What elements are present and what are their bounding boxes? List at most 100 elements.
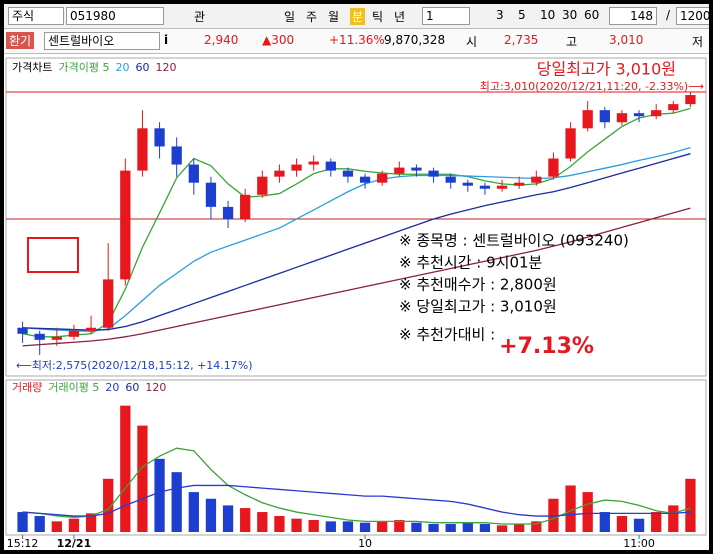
- candle-body: [103, 279, 114, 328]
- volume-bar: [479, 524, 491, 532]
- x-tick-label: 15:12: [7, 537, 39, 550]
- volume-ma-line: [22, 484, 691, 517]
- candle-body: [34, 333, 45, 340]
- note-line: ※ 추천가대비 :: [399, 326, 495, 344]
- candle-body: [565, 128, 576, 159]
- candle-body: [359, 176, 371, 183]
- volume-bar: [222, 505, 234, 532]
- price: 2,940: [204, 33, 239, 47]
- volume-bar: [514, 524, 525, 532]
- legend-item: 20: [105, 381, 119, 394]
- count-input[interactable]: 148: [609, 7, 657, 25]
- volume-bar: [411, 522, 422, 532]
- legend-item: 거래이평 5: [48, 381, 99, 394]
- volume-bar: [496, 525, 508, 532]
- candle-body: [68, 330, 80, 337]
- candle-body: [342, 170, 354, 177]
- candle-body: [120, 170, 131, 280]
- volume-bar: [668, 505, 679, 532]
- candle-body: [274, 170, 285, 177]
- x-tick-label: 12/21: [57, 537, 92, 550]
- separator: /: [666, 8, 671, 22]
- volume-bar: [188, 492, 199, 532]
- candle-body: [205, 182, 217, 207]
- interval-select[interactable]: 1: [422, 7, 470, 25]
- ma-line: [22, 207, 691, 347]
- candle-body: [137, 128, 148, 171]
- period-button[interactable]: 년: [394, 10, 406, 24]
- interval-button[interactable]: 5: [518, 8, 526, 22]
- highlight-box: [27, 237, 79, 273]
- candle-body: [325, 161, 336, 171]
- price-panel: [5, 57, 707, 377]
- volume-bar: [257, 512, 268, 532]
- candle-body: [291, 164, 302, 171]
- period-button[interactable]: 분: [350, 8, 366, 25]
- volume-bar: [377, 521, 388, 532]
- highlight-rate: +7.13%: [499, 334, 594, 359]
- volume-bar: [359, 522, 371, 532]
- candle-body: [154, 128, 165, 147]
- watch-button[interactable]: 관: [194, 10, 206, 24]
- candle-body: [582, 110, 593, 129]
- tag: 환기: [6, 32, 35, 49]
- open-label: 시: [466, 35, 478, 49]
- toolbar: 주식 051980 관 1 148 / 1200 일 주 월 분 틱 년 3 5 10 30 60: [4, 4, 709, 29]
- volume-bar: [582, 492, 593, 532]
- volume-bar: [137, 425, 148, 532]
- volume-bar: [85, 513, 97, 532]
- candle-body: [377, 173, 388, 183]
- candle-body: [171, 146, 182, 165]
- volume-bar: [291, 518, 302, 532]
- candle-body: [685, 95, 696, 105]
- candle-body: [308, 161, 319, 165]
- candle-body: [531, 176, 542, 183]
- period-button[interactable]: 일: [284, 10, 296, 24]
- volume-bar: [120, 405, 131, 532]
- volume-ma-line: [22, 447, 691, 525]
- volume-bar: [428, 524, 439, 532]
- code-input[interactable]: 051980: [66, 7, 164, 25]
- candle-body: [462, 182, 473, 186]
- ma-line: [22, 107, 691, 338]
- quote-bar: 환기 센트럴바이오 i 2,940 ▲300 +11.36% 9,870,328…: [4, 29, 709, 54]
- volume-bar: [171, 472, 182, 532]
- interval-button[interactable]: 3: [496, 8, 504, 22]
- volume-bar: [651, 512, 662, 532]
- candle-body: [394, 167, 405, 174]
- market-select[interactable]: 주식: [8, 7, 64, 25]
- candle-body: [411, 167, 422, 171]
- legend-item: 120: [155, 61, 176, 74]
- volume-bar: [548, 498, 559, 532]
- volume-bar: [462, 522, 473, 532]
- info[interactable]: i: [164, 33, 169, 47]
- candle-body: [548, 158, 559, 177]
- interval-button[interactable]: 10: [540, 8, 556, 22]
- period-button[interactable]: 주: [306, 10, 318, 24]
- volume-bar: [68, 518, 80, 532]
- volume-bar: [394, 520, 405, 532]
- interval-button[interactable]: 30: [562, 8, 578, 22]
- volume-bar: [34, 516, 45, 532]
- volume-bar: [633, 518, 645, 532]
- high: 3,010: [609, 33, 644, 47]
- open: 2,735: [504, 33, 539, 47]
- x-tick-label: 10: [358, 537, 372, 550]
- note-line: ※ 종목명 : 센트럴바이오 (093240): [399, 232, 629, 250]
- volume-bar: [240, 508, 251, 532]
- legend-item: 60: [125, 381, 139, 394]
- volume-panel: [5, 379, 707, 536]
- volume-bar: [565, 485, 576, 532]
- period-button[interactable]: 틱: [372, 10, 384, 24]
- note-line: ※ 추천시간 : 9시01분: [399, 254, 543, 272]
- volume-bar: [274, 516, 285, 532]
- high-note: 최고:3,010(2020/12/21,11:20, -2.33%)⟶: [480, 80, 705, 93]
- low-label: 저: [692, 35, 704, 49]
- chart-title: 당일최고가 3,010원: [537, 60, 676, 79]
- volume-bar: [205, 498, 217, 532]
- candle-body: [428, 170, 439, 177]
- volume-bar: [325, 521, 336, 532]
- period-button[interactable]: 월: [328, 10, 340, 24]
- low-note: ⟵최저:2,575(2020/12/18,15:12, +14.17%): [16, 359, 253, 372]
- interval-button[interactable]: 60: [584, 8, 600, 22]
